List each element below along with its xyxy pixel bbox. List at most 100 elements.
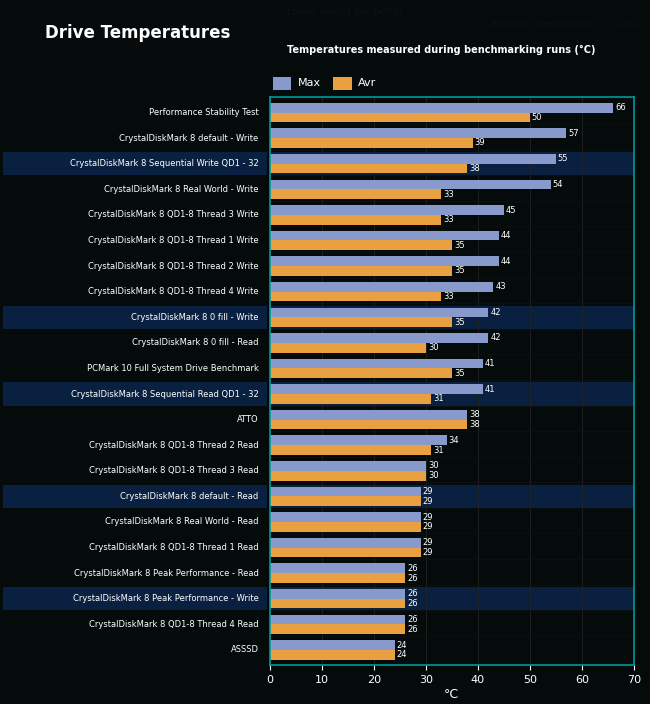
Bar <box>270 127 634 150</box>
Text: 33: 33 <box>443 215 454 225</box>
Text: 55: 55 <box>558 154 568 163</box>
Bar <box>270 639 634 662</box>
Bar <box>270 357 634 380</box>
Bar <box>273 77 291 90</box>
Text: 30: 30 <box>428 343 439 352</box>
Text: Temperatures measured during benchmarking runs (°C): Temperatures measured during benchmarkin… <box>287 44 596 55</box>
Text: 35: 35 <box>454 266 465 275</box>
Bar <box>270 280 634 303</box>
Text: 38: 38 <box>469 164 480 173</box>
Text: CrystalDiskMark 8 QD1-8 Thread 3 Write: CrystalDiskMark 8 QD1-8 Thread 3 Write <box>88 210 259 220</box>
Bar <box>270 538 421 548</box>
Bar <box>270 256 499 266</box>
Text: 43: 43 <box>495 282 506 291</box>
Text: 34: 34 <box>448 436 460 445</box>
Bar <box>270 486 421 496</box>
Bar <box>3 587 266 610</box>
Bar <box>270 101 634 124</box>
Text: 26: 26 <box>407 599 418 608</box>
Text: 30: 30 <box>428 461 439 470</box>
Bar <box>270 408 634 431</box>
Text: CrystalDiskMark 8 Peak Performance - Read: CrystalDiskMark 8 Peak Performance - Rea… <box>73 569 259 578</box>
Text: 26: 26 <box>407 615 418 624</box>
Bar <box>270 308 488 318</box>
Text: 45: 45 <box>506 206 516 215</box>
Text: CrystalDiskMark 8 0 fill - Write: CrystalDiskMark 8 0 fill - Write <box>131 313 259 322</box>
Bar <box>270 180 551 189</box>
Bar <box>270 589 405 598</box>
Text: 31: 31 <box>433 446 444 455</box>
Text: 33: 33 <box>443 189 454 199</box>
Bar <box>270 445 431 455</box>
Bar <box>270 640 395 650</box>
Text: 24: 24 <box>396 641 407 650</box>
Bar <box>270 461 426 471</box>
Text: 57: 57 <box>568 129 579 138</box>
Text: 29: 29 <box>422 513 433 522</box>
Bar <box>270 103 613 113</box>
Text: 29: 29 <box>422 538 433 547</box>
Text: CrystalDiskMark 8 Sequential Read QD1 - 32: CrystalDiskMark 8 Sequential Read QD1 - … <box>71 389 259 398</box>
Bar <box>270 291 441 301</box>
Bar <box>270 205 504 215</box>
Text: CrystalDiskMark 8 0 fill - Read: CrystalDiskMark 8 0 fill - Read <box>132 339 259 347</box>
Text: 42: 42 <box>490 334 501 342</box>
Text: 42: 42 <box>490 308 501 317</box>
Text: CrystalDiskMark 8 Real World - Read: CrystalDiskMark 8 Real World - Read <box>105 517 259 527</box>
Bar <box>270 573 405 583</box>
Bar <box>270 459 634 482</box>
Text: CrystalDiskMark 8 QD1-8 Thread 2 Read: CrystalDiskMark 8 QD1-8 Thread 2 Read <box>89 441 259 450</box>
Text: 29: 29 <box>422 522 433 532</box>
Bar <box>270 333 488 343</box>
Text: 29: 29 <box>422 487 433 496</box>
Text: CrystalDiskMark 8 QD1-8 Thread 2 Write: CrystalDiskMark 8 QD1-8 Thread 2 Write <box>88 262 259 270</box>
Bar <box>270 382 634 406</box>
Bar <box>270 255 634 277</box>
Text: 39: 39 <box>474 139 486 147</box>
Bar <box>270 536 634 559</box>
Bar <box>270 368 452 378</box>
Text: CrystalDiskMark 8 QD1-8 Thread 4 Write: CrystalDiskMark 8 QD1-8 Thread 4 Write <box>88 287 259 296</box>
Text: 41: 41 <box>485 384 495 394</box>
Bar <box>3 306 266 329</box>
Bar <box>270 434 634 457</box>
Bar <box>270 612 634 636</box>
Text: Drive Temperatures: Drive Temperatures <box>46 24 231 42</box>
Text: CrystalDiskMark 8 QD1-8 Thread 1 Read: CrystalDiskMark 8 QD1-8 Thread 1 Read <box>89 543 259 552</box>
Bar <box>270 138 473 148</box>
Text: ATTO: ATTO <box>237 415 259 424</box>
Bar <box>270 650 395 660</box>
Bar <box>270 624 405 634</box>
Bar <box>270 189 441 199</box>
Bar <box>270 229 634 252</box>
Bar <box>270 420 467 429</box>
Bar <box>270 384 483 394</box>
Bar <box>270 562 634 584</box>
Text: 35: 35 <box>454 241 465 250</box>
Text: ASSSD: ASSSD <box>231 646 259 655</box>
Text: 31: 31 <box>433 394 444 403</box>
X-axis label: °C: °C <box>444 688 460 700</box>
Bar <box>270 343 426 353</box>
Bar <box>270 215 441 225</box>
Bar <box>270 306 634 329</box>
Bar <box>270 318 452 327</box>
Text: 41: 41 <box>485 359 495 368</box>
Bar <box>270 587 634 610</box>
Text: 30: 30 <box>428 471 439 480</box>
Text: Performance Stability Test: Performance Stability Test <box>149 108 259 117</box>
Text: 38: 38 <box>469 420 480 429</box>
Text: 44: 44 <box>500 257 511 265</box>
Bar <box>3 152 266 175</box>
Text: CrystalDiskMark 8 Peak Performance - Write: CrystalDiskMark 8 Peak Performance - Wri… <box>73 594 259 603</box>
Bar <box>270 496 421 506</box>
Text: 33: 33 <box>443 292 454 301</box>
Text: CrystalDiskMark 8 QD1-8 Thread 1 Write: CrystalDiskMark 8 QD1-8 Thread 1 Write <box>88 236 259 245</box>
Bar <box>270 266 452 276</box>
Text: 35: 35 <box>454 318 465 327</box>
Text: 29: 29 <box>422 497 433 505</box>
Bar <box>270 522 421 532</box>
Text: 29: 29 <box>422 548 433 557</box>
Bar <box>333 77 352 90</box>
Text: CrystalDiskMark 8 Real World - Write: CrystalDiskMark 8 Real World - Write <box>104 184 259 194</box>
